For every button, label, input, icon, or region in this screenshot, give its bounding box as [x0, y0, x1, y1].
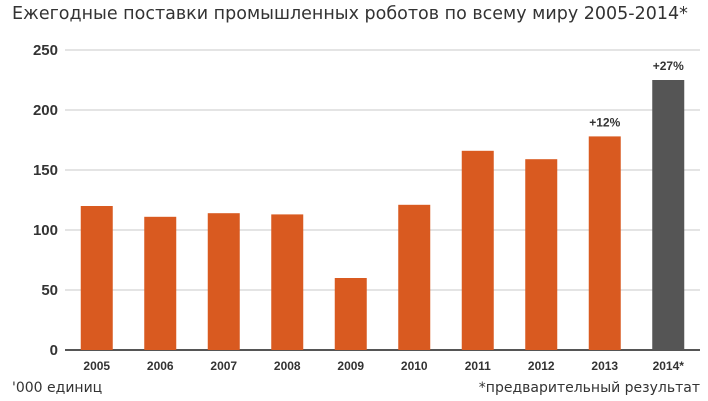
- bar-2012: [525, 159, 558, 350]
- x-tick-label: 2011: [465, 359, 491, 373]
- chart-title: Ежегодные поставки промышленных роботов …: [12, 4, 688, 24]
- bar-2011: [461, 150, 494, 350]
- x-tick-label: 2007: [210, 359, 237, 373]
- x-tick-label: 2012: [528, 359, 555, 373]
- unit-note: '000 единиц: [12, 380, 103, 396]
- y-axis-ticks: 0 50 100 150 200 250: [33, 42, 58, 359]
- x-tick-label: 2008: [274, 359, 301, 373]
- x-tick-label: 2006: [147, 359, 174, 373]
- x-tick-label: 2005: [83, 359, 110, 373]
- bar-2014: [652, 80, 685, 350]
- data-label: +27%: [653, 59, 684, 73]
- bar-2008: [271, 214, 304, 350]
- y-tick-label: 150: [33, 162, 58, 179]
- data-annotations: +12% +27%: [589, 59, 684, 129]
- bar-2005: [80, 206, 113, 350]
- y-tick-label: 50: [41, 282, 58, 299]
- bar-2009: [334, 278, 367, 350]
- y-tick-label: 250: [33, 42, 58, 59]
- y-tick-label: 0: [50, 342, 58, 359]
- x-tick-label: 2009: [337, 359, 364, 373]
- bar-2013: [588, 136, 621, 350]
- bar-2006: [144, 216, 177, 350]
- data-label: +12%: [589, 115, 620, 129]
- y-tick-label: 200: [33, 102, 58, 119]
- bar-2010: [398, 204, 431, 350]
- x-tick-label: 2013: [591, 359, 618, 373]
- x-tick-label: 2010: [401, 359, 428, 373]
- x-tick-label: 2014*: [653, 359, 685, 373]
- bars: [80, 80, 685, 350]
- x-axis-ticks: 2005 2006 2007 2008 2009 2010 2011 2012 2013 2014…: [83, 359, 684, 373]
- y-tick-label: 100: [33, 222, 58, 239]
- footnote: *предварительный результат: [478, 380, 700, 396]
- bar-2007: [207, 213, 240, 350]
